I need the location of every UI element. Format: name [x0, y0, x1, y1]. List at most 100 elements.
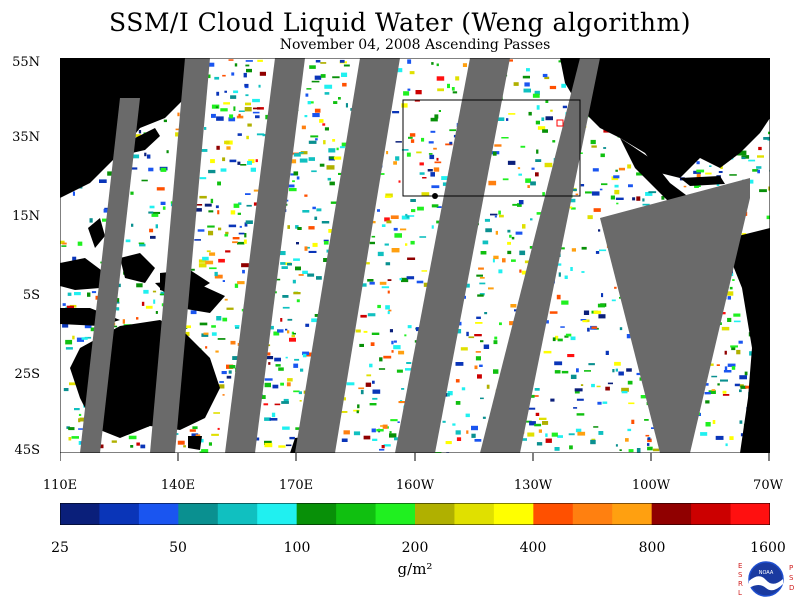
cloud-pixel [302, 353, 307, 358]
cloud-pixel [217, 210, 220, 215]
cloud-pixel [136, 283, 143, 288]
cloud-pixel [558, 60, 563, 63]
cloud-pixel [67, 292, 72, 296]
cloud-pixel [488, 180, 497, 186]
cloud-pixel [395, 141, 402, 143]
cloud-pixel [545, 433, 548, 437]
cloud-pixel [371, 332, 380, 335]
cloud-pixel [613, 175, 620, 179]
cloud-pixel [410, 139, 415, 143]
cloud-pixel [433, 147, 437, 150]
cloud-pixel [141, 301, 145, 306]
cloud-pixel [323, 241, 329, 245]
cloud-pixel [393, 345, 401, 350]
cloud-pixel [460, 347, 468, 351]
cloud-pixel [524, 82, 530, 87]
cloud-pixel [304, 115, 308, 118]
cloud-pixel [265, 352, 271, 356]
cloud-pixel [233, 106, 236, 111]
cloud-pixel [118, 283, 121, 288]
cloud-pixel [562, 105, 567, 109]
cloud-pixel [336, 147, 339, 151]
cloud-pixel [245, 102, 251, 106]
cloud-pixel [369, 241, 375, 245]
cloud-pixel [302, 210, 310, 213]
cloud-pixel [323, 140, 326, 145]
cloud-pixel [542, 192, 545, 196]
cloud-pixel [222, 394, 225, 396]
cloud-pixel [512, 203, 518, 206]
cloud-pixel [219, 381, 224, 383]
cloud-pixel [103, 208, 110, 213]
cloud-pixel [492, 151, 497, 156]
cloud-pixel [255, 437, 260, 441]
cloud-pixel [636, 196, 641, 201]
colorbar-swatch [178, 503, 219, 525]
cloud-pixel [223, 102, 230, 105]
cloud-pixel [768, 186, 770, 191]
cloud-pixel [332, 76, 340, 79]
cloud-pixel [596, 385, 601, 388]
cloud-pixel [258, 84, 261, 88]
cloud-pixel [557, 435, 563, 438]
cloud-pixel [542, 129, 548, 133]
cloud-pixel [385, 305, 390, 310]
cloud-pixel [224, 90, 227, 93]
cloud-pixel [245, 220, 253, 224]
cloud-pixel [329, 156, 335, 160]
cloud-pixel [246, 68, 252, 73]
cloud-pixel [494, 144, 502, 147]
cloud-pixel [211, 104, 220, 109]
cloud-pixel [619, 449, 622, 451]
cloud-pixel [244, 107, 252, 112]
cloud-pixel [536, 149, 539, 154]
cloud-pixel [183, 445, 186, 448]
cloud-pixel [232, 356, 239, 360]
cloud-pixel [599, 188, 603, 191]
cloud-pixel [216, 91, 220, 96]
cloud-pixel [139, 243, 146, 247]
cloud-pixel [235, 326, 240, 329]
cloud-pixel [387, 290, 390, 294]
cloud-pixel [283, 398, 289, 404]
lon-label-160w: 160W [395, 478, 435, 493]
cloud-pixel [371, 428, 376, 433]
cloud-pixel [741, 156, 746, 160]
cloud-pixel [222, 280, 225, 282]
cloud-pixel [203, 332, 209, 335]
cloud-pixel [421, 270, 428, 272]
cloud-pixel [552, 140, 556, 143]
cloud-pixel [741, 155, 750, 159]
cloud-water-map [60, 58, 770, 453]
cloud-pixel [738, 340, 743, 344]
cloud-pixel [359, 343, 364, 347]
cloud-pixel [407, 59, 412, 64]
cloud-pixel [529, 421, 536, 426]
cloud-pixel [536, 105, 540, 110]
colorbar-swatch [730, 503, 770, 525]
cloud-pixel [311, 170, 317, 173]
cloud-pixel [79, 417, 88, 422]
cloud-pixel [590, 139, 596, 145]
cloud-pixel [518, 200, 524, 205]
cloud-pixel [71, 436, 79, 439]
cloud-pixel [400, 228, 407, 231]
cloud-pixel [226, 375, 232, 379]
cloud-pixel [363, 435, 371, 440]
cloud-pixel [611, 299, 616, 302]
cloud-pixel [386, 220, 392, 224]
cloud-pixel [466, 430, 469, 434]
cloud-pixel [556, 294, 561, 300]
cloud-pixel [308, 157, 315, 161]
cloud-pixel [195, 434, 201, 437]
cloud-pixel [584, 370, 591, 372]
cloud-pixel [519, 269, 522, 273]
cloud-pixel [159, 293, 166, 296]
cloud-pixel [372, 438, 378, 441]
cloud-pixel [488, 287, 494, 290]
cloud-pixel [410, 199, 416, 202]
cloud-pixel [135, 134, 142, 138]
cloud-pixel [307, 101, 311, 105]
cloud-pixel [218, 227, 222, 231]
cloud-pixel [498, 117, 505, 121]
